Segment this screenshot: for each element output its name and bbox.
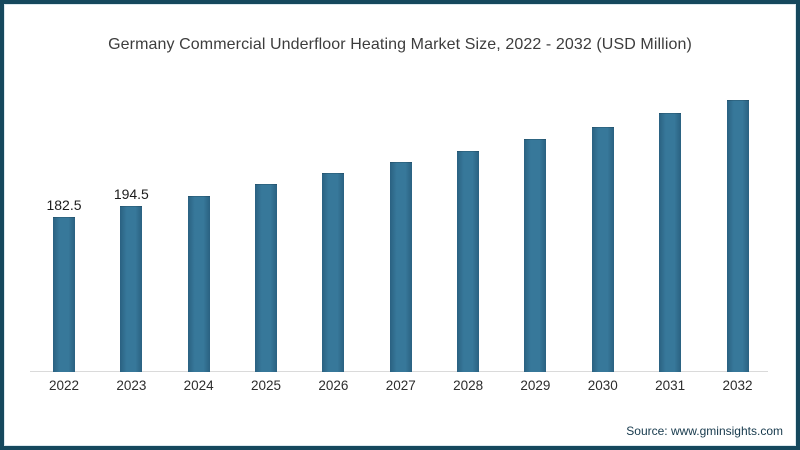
bar-2023	[120, 206, 143, 372]
x-tick-label-2032: 2032	[722, 378, 753, 393]
source-credit: Source: www.gminsights.com	[626, 424, 783, 438]
bar-2024	[187, 196, 210, 372]
x-tick-label-2022: 2022	[48, 378, 80, 393]
bar-2022	[53, 216, 75, 372]
x-tick-label-2025: 2025	[251, 378, 282, 393]
x-tick-label-2023: 2023	[116, 378, 147, 393]
bar-2032	[726, 99, 749, 372]
x-tick-label-2029: 2029	[520, 378, 551, 393]
bar-2028	[457, 150, 480, 372]
bar-2030	[591, 127, 614, 372]
x-tick-label-2027: 2027	[385, 378, 416, 393]
x-tick-label-2030: 2030	[587, 378, 618, 393]
bar-2025	[255, 184, 278, 372]
chart-canvas: Germany Commercial Underfloor Heating Ma…	[4, 4, 796, 446]
bar-2026	[322, 173, 345, 372]
bar-2027	[389, 162, 412, 372]
x-tick-label-2028: 2028	[453, 378, 484, 393]
bar-2031	[659, 113, 682, 372]
x-tick-label-2026: 2026	[318, 378, 349, 393]
chart-title: Germany Commercial Underfloor Heating Ma…	[108, 36, 692, 53]
bar-value-label-2023: 194.5	[113, 186, 149, 203]
x-tick-label-2031: 2031	[655, 378, 686, 393]
x-tick-label-2024: 2024	[183, 378, 214, 393]
bar-2029	[524, 138, 547, 372]
bar-value-label-2022: 182.5	[46, 196, 82, 213]
